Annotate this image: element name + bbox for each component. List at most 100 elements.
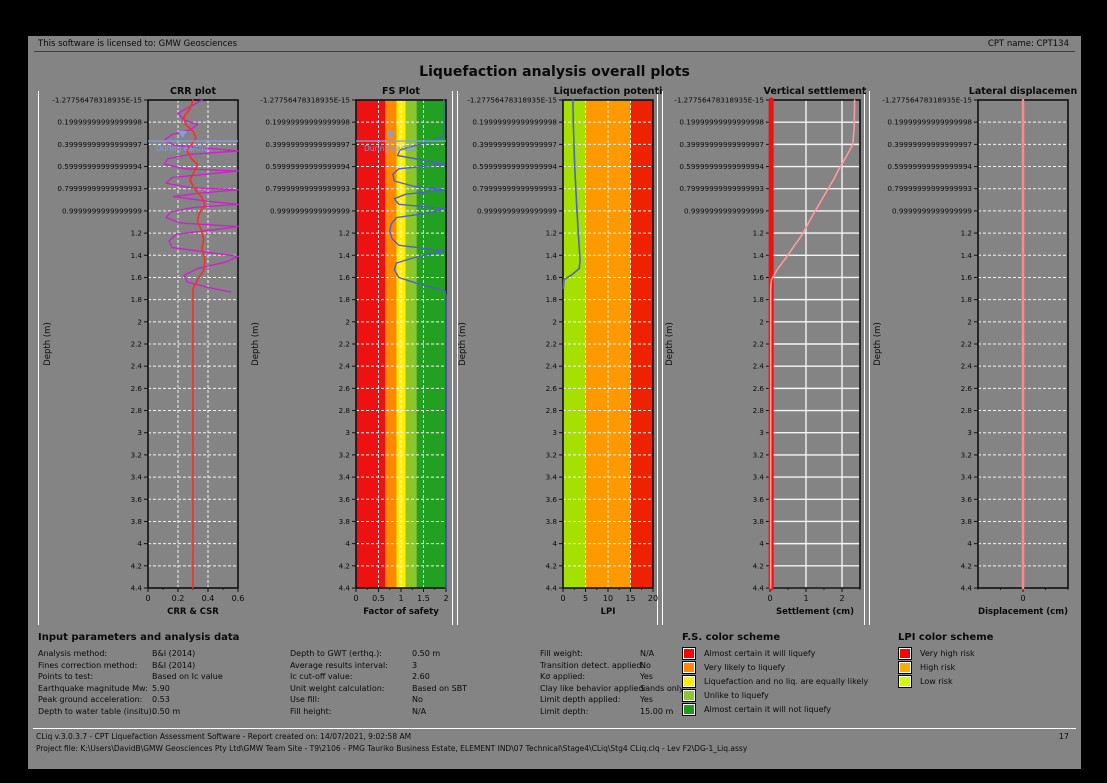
y-tick-label: 3.2 — [546, 450, 557, 459]
y-tick-label: 4.2 — [753, 561, 764, 570]
parameter-row: Transition detect. applied: No — [540, 660, 684, 672]
plot-separator — [38, 91, 39, 625]
parameter-label: Earthquake magnitude Mw: — [38, 683, 148, 693]
legend-label: Very high risk — [920, 648, 975, 658]
y-tick-label: 4.2 — [546, 561, 557, 570]
legend-label: High risk — [920, 662, 956, 672]
x-tick-label: 1 — [398, 594, 403, 603]
y-tick-label: 2.2 — [131, 340, 142, 349]
plot-title: Vertical settlement — [763, 86, 867, 97]
y-tick-label: 2 — [345, 317, 350, 326]
parameter-label: Points to test: — [38, 672, 94, 681]
y-tick-label: 2.2 — [961, 340, 972, 349]
during-earthquake-marker — [386, 131, 395, 139]
y-tick-label: 2 — [967, 317, 972, 326]
y-tick-label: 0.59999999999999994 — [679, 162, 764, 171]
y-tick-label: 2.2 — [546, 340, 557, 349]
legend-swatch — [682, 660, 696, 674]
legend-swatch — [682, 688, 696, 702]
parameter-value: Sands only — [640, 683, 684, 693]
y-tick-label: 2.8 — [961, 406, 973, 415]
plot-title: Liquefaction potenti — [553, 86, 663, 97]
footer-divider — [33, 728, 1076, 729]
y-tick-label: 2.8 — [131, 406, 143, 415]
x-tick-label: 20 — [648, 594, 658, 603]
lpi-color-scheme: LPI color scheme Very high risk High risk… — [898, 632, 993, 688]
parameter-label: Average results interval: — [290, 660, 388, 670]
y-tick-label: 0.59999999999999994 — [57, 162, 142, 171]
parameter-row: Fill height: N/A — [290, 706, 467, 718]
parameter-row: Earthquake magnitude Mw: 5.90 — [38, 683, 223, 695]
y-tick-label: 1.4 — [546, 251, 558, 260]
y-axis-label: Depth (m) — [43, 322, 53, 366]
legend-swatch — [898, 646, 912, 660]
y-tick-label: 3.6 — [339, 495, 351, 504]
y-tick-label: 2.4 — [131, 362, 143, 371]
plot-title: CRR plot — [169, 86, 217, 97]
y-tick-label: 1.6 — [546, 273, 558, 282]
x-tick-label: 2 — [443, 594, 448, 603]
x-axis-label: CRR & CSR — [167, 607, 219, 617]
parameter-label: Unit weight calculation: — [290, 683, 385, 693]
parameter-label: Limit depth: — [540, 706, 589, 716]
parameter-label: Fill weight: — [540, 649, 583, 658]
y-tick-label: 2.2 — [753, 340, 764, 349]
parameter-value: 5.90 — [152, 683, 170, 693]
legend-label: Very likely to liquefy — [704, 662, 786, 672]
crr-plot-group: CRR plot -1.27756478318935E-15 0.19999999… — [40, 84, 246, 650]
y-tick-label: 0.19999999999999998 — [57, 118, 142, 127]
color-band — [385, 100, 397, 588]
y-tick-label: -1.27756478318935E-15 — [467, 96, 557, 105]
parameter-label: Transition detect. applied: — [540, 660, 645, 670]
y-tick-label: 1.4 — [339, 251, 351, 260]
parameter-value: B&I (2014) — [152, 660, 196, 670]
report-page: This software is licensed to: GMW Geosci… — [28, 36, 1081, 769]
y-tick-label: 3.2 — [131, 450, 142, 459]
y-tick-label: 0.9999999999999999 — [270, 206, 350, 215]
y-tick-label: 3.4 — [339, 473, 351, 482]
y-tick-label: 2.6 — [753, 384, 765, 393]
y-tick-label: 2.4 — [339, 362, 351, 371]
legend-item: Very likely to liquefy — [682, 660, 868, 674]
lateral-displacement-plot: -1.27756478318935E-15 0.19999999999999998… — [873, 96, 1069, 617]
y-tick-label: 3.8 — [339, 517, 351, 526]
parameter-value: 15.00 m — [640, 706, 674, 716]
fs-curve — [389, 99, 447, 589]
legend-item: Almost certain it will liquefy — [682, 646, 868, 660]
y-tick-label: 0.39999999999999997 — [472, 140, 557, 149]
y-tick-label: 4 — [552, 539, 557, 548]
x-axis-label: Displacement (cm) — [978, 607, 1068, 617]
y-tick-label: 2.6 — [546, 384, 558, 393]
y-tick-label: 0.19999999999999998 — [472, 118, 557, 127]
x-tick-label: 15 — [625, 594, 635, 603]
fs-plot: -1.27756478318935E-15 0.19999999999999998… — [251, 96, 449, 618]
parameter-row: Limit depth applied: Yes — [540, 694, 684, 706]
lpi-scheme-items: Very high risk High risk Low risk — [898, 646, 993, 688]
x-tick-label: 0 — [767, 594, 772, 603]
y-tick-label: 2.4 — [546, 362, 558, 371]
parameter-value: 0.50 m — [412, 649, 441, 658]
y-axis-label: Depth (m) — [665, 322, 675, 366]
y-tick-label: 4.2 — [339, 561, 350, 570]
lpi-curve — [562, 99, 581, 290]
plot-separator — [657, 91, 658, 625]
y-tick-label: 0.79999999999999993 — [472, 184, 557, 193]
parameter-row: Limit depth: 15.00 m — [540, 706, 684, 718]
legend-swatch — [682, 646, 696, 660]
y-tick-label: 4 — [345, 539, 350, 548]
footer-software-info: CLiq v.3.0.3.7 - CPT Liquefaction Assess… — [36, 732, 412, 741]
y-tick-label: 4 — [967, 539, 972, 548]
y-tick-label: 3.4 — [961, 473, 973, 482]
plot-separator — [869, 91, 870, 625]
y-tick-label: 0.9999999999999999 — [477, 206, 557, 215]
y-tick-label: 4.2 — [131, 561, 142, 570]
parameter-value: Yes — [640, 695, 653, 704]
parameter-label: Clay like behavior applied: — [540, 683, 647, 693]
y-tick-label: 1.8 — [131, 295, 143, 304]
legend-label: Liquefaction and no liq. are equally lik… — [704, 676, 869, 686]
plot-title: FS Plot — [382, 86, 420, 97]
crr-plot: -1.27756478318935E-15 0.19999999999999998… — [43, 96, 244, 618]
during-earthquake-label: During earthq. — [156, 144, 211, 153]
legend-label: Low risk — [920, 676, 953, 686]
y-tick-label: 2.8 — [339, 406, 351, 415]
